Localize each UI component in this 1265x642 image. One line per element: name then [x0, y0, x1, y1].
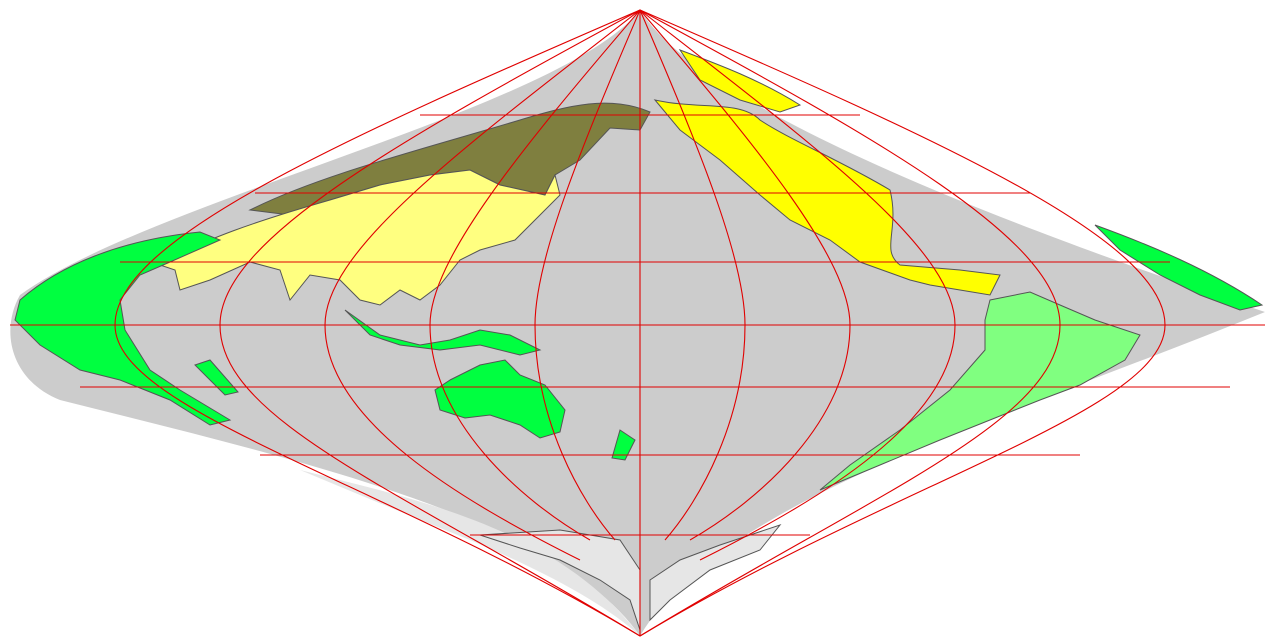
europe-africa: [14, 231, 232, 426]
meridian: [429, 9, 641, 541]
new-zealand: [611, 429, 636, 461]
madagascar: [194, 359, 239, 396]
australia: [434, 359, 566, 439]
meridian: [534, 9, 641, 541]
greenland: [678, 48, 802, 113]
ocean: [10, 10, 1265, 636]
indonesia: [344, 309, 542, 356]
meridian: [639, 9, 956, 561]
europe-east: [1094, 224, 1264, 311]
land-masses: [14, 48, 1264, 631]
meridian: [639, 9, 1166, 637]
graticule: [10, 9, 1265, 637]
meridian: [639, 9, 851, 541]
meridian: [324, 9, 641, 561]
asia: [158, 169, 561, 306]
antarctica-east: [649, 523, 782, 622]
meridian: [114, 9, 641, 637]
meridian: [639, 9, 1061, 637]
meridian: [639, 9, 746, 541]
meridian: [219, 9, 641, 637]
south-america: [819, 291, 1141, 491]
north-america: [653, 99, 1001, 296]
globe: [10, 10, 1265, 636]
